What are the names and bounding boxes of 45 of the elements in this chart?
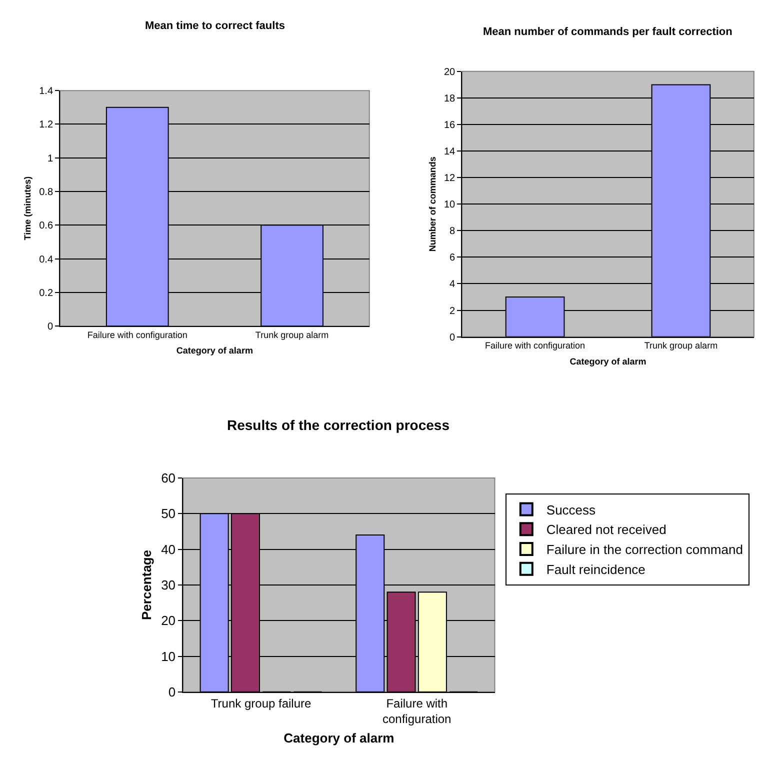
y-tick-label: 20: [161, 613, 176, 628]
y-tick-label: 20: [444, 66, 456, 78]
y-tick-label: 30: [161, 577, 176, 592]
y-tick-label: 0.6: [39, 220, 54, 232]
legend-label: Success: [546, 502, 596, 518]
y-tick-label: 4: [450, 279, 456, 290]
y-tick-label: 0.2: [39, 288, 54, 299]
y-tick-label: 1.4: [39, 86, 54, 98]
x-axis-title: Category of alarm: [570, 356, 646, 366]
y-tick-label: 16: [444, 120, 456, 132]
y-tick-label: 10: [161, 648, 176, 664]
y-tick-label: 18: [444, 93, 456, 104]
y-tick-label: 2: [450, 306, 456, 317]
y-tick-label: 1.2: [39, 120, 54, 131]
y-tick-label: 14: [444, 146, 456, 158]
y-tick-label: 12: [444, 173, 456, 184]
x-tick-label: Trunk group alarm: [644, 340, 718, 351]
y-axis-title: Percentage: [139, 550, 154, 620]
x-tick-label: Failure with configuration: [485, 340, 586, 351]
y-tick-label: 6: [450, 252, 456, 264]
legend-label: Failure in the correction command: [546, 542, 743, 558]
chart-title: Mean time to correct faults: [145, 20, 285, 32]
x-axis-title: Category of alarm: [176, 346, 253, 356]
y-tick-label: 8: [450, 226, 456, 238]
y-tick-label: 0: [168, 684, 176, 700]
y-tick-label: 50: [161, 506, 176, 522]
y-tick-label: 1: [47, 153, 54, 164]
chart-title: Results of the correction process: [227, 417, 450, 433]
x-tick-label: Trunk group failure: [210, 696, 312, 710]
y-axis-title: Time (minutes): [22, 176, 32, 240]
y-tick-label: 0.8: [39, 187, 54, 198]
legend-label: Cleared not received: [546, 522, 666, 538]
x-tick-label: Failure with configuration: [382, 696, 452, 726]
x-axis-title: Category of alarm: [284, 730, 394, 746]
x-tick-label: Trunk group alarm: [255, 330, 329, 340]
y-tick-label: 60: [161, 470, 176, 486]
y-axis-title: Number of commands: [427, 156, 438, 252]
legend-label: Fault reincidence: [546, 562, 646, 577]
y-tick-label: 40: [161, 542, 176, 557]
x-tick-label: Failure with configuration: [87, 330, 188, 340]
y-tick-label: 0.4: [39, 254, 54, 266]
y-tick-label: 10: [444, 200, 456, 211]
y-tick-label: 0: [47, 322, 54, 333]
y-tick-label: 0: [450, 332, 456, 344]
chart-title: Mean number of commands per fault correction: [483, 26, 733, 38]
